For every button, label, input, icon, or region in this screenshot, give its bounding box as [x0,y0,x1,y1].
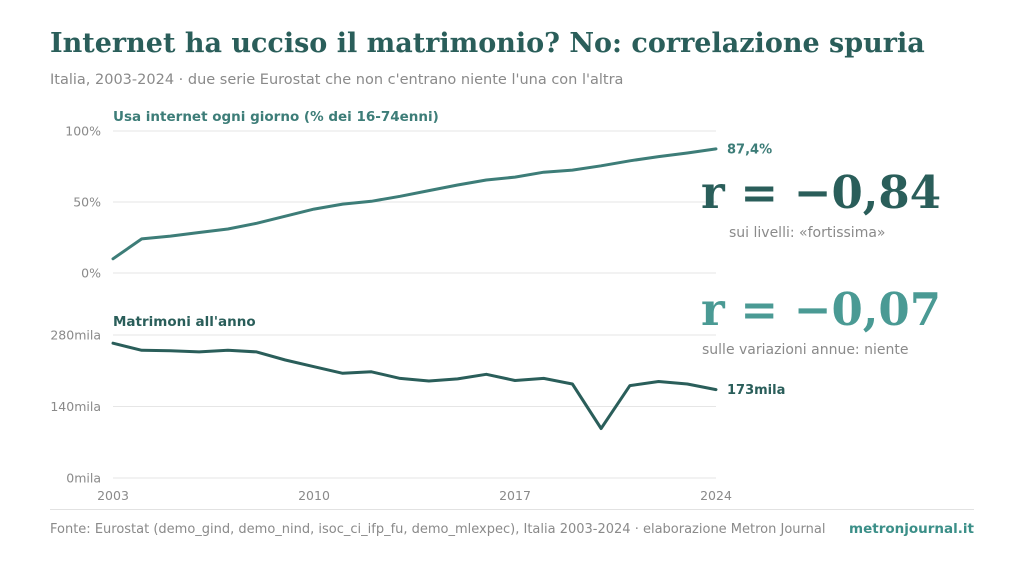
stat-levels: r = −0,84 sui livelli: «fortissima» [701,170,941,241]
y-tick-label: 0mila [66,471,101,486]
footer-brand-link[interactable]: metronjournal.it [849,521,974,537]
x-tick-label: 2003 [97,488,129,503]
chart-subtitle: Italia, 2003-2024 · due serie Eurostat c… [50,72,624,88]
stat-changes-value: r = −0,07 [701,283,942,336]
stat-changes: r = −0,07 sulle variazioni annue: niente [701,287,941,358]
panel-title-0: Usa internet ogni giorno (% dei 16-74enn… [113,109,439,125]
chart-title: Internet ha ucciso il matrimonio? No: co… [50,28,925,59]
x-tick-label: 2024 [700,488,732,503]
x-tick-label: 2010 [298,488,330,503]
series-line-0 [111,147,718,261]
y-tick-label: 0% [81,266,101,281]
y-tick-label: 50% [73,195,101,210]
footer-source: Fonte: Eurostat (demo_gind, demo_nind, i… [50,522,826,537]
y-tick-label: 280mila [50,328,101,343]
x-tick-label: 2017 [499,488,531,503]
stat-levels-value: r = −0,84 [701,166,942,219]
stat-changes-note: sulle variazioni annue: niente [702,342,909,358]
y-tick-label: 100% [65,124,101,139]
chart-svg: Usa internet ogni giorno (% dei 16-74enn… [50,109,785,503]
series-line-1 [111,341,718,430]
y-tick-label: 140mila [50,399,101,414]
panel-title-1: Matrimoni all'anno [113,314,256,330]
end-value-label-1: 173mila [727,383,785,398]
footer-divider [50,509,974,510]
stat-levels-note: sui livelli: «fortissima» [729,225,886,241]
end-value-label-0: 87,4% [727,142,772,157]
